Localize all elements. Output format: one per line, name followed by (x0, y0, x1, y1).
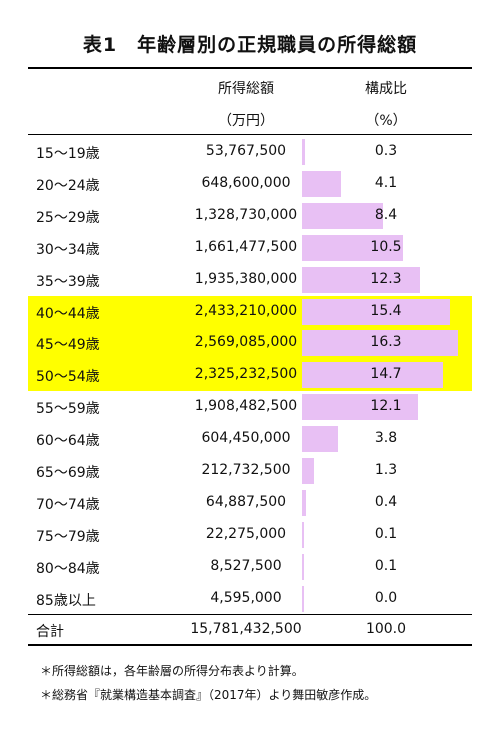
ratio-value: 1.3 (374, 462, 398, 478)
ratio-value: 12.1 (370, 398, 402, 415)
ratio-value: 0.1 (374, 525, 398, 542)
page-title: 表1 年齢層別の正規職員の所得総額 (82, 34, 418, 56)
ratio-bar (302, 426, 339, 453)
ratio-bar (302, 170, 342, 197)
ratio-bar (302, 394, 419, 421)
table-row: 50～54歳 2,325,232,500 14.7 (28, 359, 472, 392)
age-group: 35～39歳 (36, 273, 100, 290)
ratio-value: 0.0 (374, 589, 398, 606)
income-total: 1,661,477,500 (194, 238, 298, 255)
age-group: 30～34歳 (36, 241, 100, 258)
age-group: 55～59歳 (36, 401, 100, 418)
table-row: 80～84歳 8,527,500 0.1 (28, 551, 472, 583)
table-row: 70～74歳 64,887,500 0.4 (28, 487, 472, 519)
age-group: 25～29歳 (36, 209, 100, 226)
ratio-value: 10.5 (370, 238, 402, 255)
table-row: 40～44歳 2,433,210,000 15.4 (28, 295, 472, 328)
ratio-bar (302, 202, 383, 229)
age-group: 45～49歳 (36, 337, 100, 354)
ratio-value: 16.3 (370, 334, 402, 351)
total-rule (28, 614, 472, 615)
income-total: 8,527,500 (210, 557, 282, 574)
ratio-bar (302, 298, 450, 325)
age-group: 50～54歳 (36, 369, 100, 386)
ratio-value: 12.3 (370, 270, 402, 287)
age-group: 75～79歳 (36, 528, 100, 545)
income-total: 22,275,000 (205, 525, 287, 542)
top-rule (28, 67, 472, 69)
total-row: 合計 15,781,432,500 100.0 (28, 614, 472, 646)
table-row: 60～64歳 604,450,000 3.8 (28, 423, 472, 455)
age-group: 15～19歳 (36, 146, 100, 162)
ratio-bar (302, 139, 305, 165)
total-ratio: 100.0 (365, 621, 407, 637)
header-amount-unit: （万円） (218, 113, 274, 129)
age-group: 85歳以上 (36, 592, 96, 609)
footnote-calc: ＊所得総額は，各年齢層の所得分布表より計算。 (40, 664, 304, 678)
ratio-bar (302, 234, 403, 261)
table-row: 75～79歳 22,275,000 0.1 (28, 519, 472, 551)
ratio-value: 0.3 (374, 143, 398, 159)
table-row: 30～34歳 1,661,477,500 10.5 (28, 232, 472, 264)
income-total: 1,908,482,500 (194, 398, 298, 415)
ratio-bar (302, 458, 315, 484)
income-total: 64,887,500 (205, 493, 287, 510)
ratio-bar (302, 553, 304, 580)
income-total: 1,328,730,000 (194, 206, 298, 223)
income-total: 4,595,000 (210, 589, 282, 606)
ratio-bar (302, 330, 459, 357)
header-ratio-unit: （%） (365, 113, 407, 129)
ratio-value: 8.4 (374, 206, 398, 223)
table-row: 65～69歳 212,732,500 1.3 (28, 455, 472, 487)
income-total: 648,600,000 (201, 174, 291, 191)
age-group: 20～24歳 (36, 177, 100, 194)
age-group: 65～69歳 (36, 465, 100, 481)
footnote-source: ＊総務省『就業構造基本調査』（2017年）より舞田敏彦作成。 (40, 688, 377, 702)
income-total: 604,450,000 (201, 430, 291, 447)
total-amount: 15,781,432,500 (190, 621, 302, 637)
age-group: 40～44歳 (36, 305, 100, 322)
income-total: 53,767,500 (205, 143, 287, 159)
table-row: 85歳以上 4,595,000 0.0 (28, 583, 472, 615)
ratio-value: 3.8 (374, 430, 398, 447)
table-row: 20～24歳 648,600,000 4.1 (28, 168, 472, 200)
income-total: 1,935,380,000 (194, 270, 298, 287)
ratio-value: 15.4 (370, 302, 402, 319)
header-amount-label: 所得総額 (218, 81, 274, 97)
table-row: 25～29歳 1,328,730,000 8.4 (28, 200, 472, 232)
ratio-bar (302, 362, 444, 389)
bottom-rule (28, 644, 472, 646)
table-row: 35～39歳 1,935,380,000 12.3 (28, 264, 472, 296)
ratio-bar (302, 266, 421, 293)
age-group: 80～84歳 (36, 560, 100, 577)
income-total: 2,569,085,000 (194, 334, 298, 351)
ratio-bar (302, 585, 304, 612)
ratio-value: 0.1 (374, 557, 398, 574)
ratio-value: 0.4 (374, 493, 398, 510)
header-rule (28, 134, 472, 135)
ratio-value: 14.7 (370, 366, 402, 383)
income-total: 2,433,210,000 (194, 302, 298, 319)
ratio-bar (302, 521, 304, 548)
table-row: 15～19歳 53,767,500 0.3 (28, 136, 472, 168)
ratio-value: 4.1 (374, 174, 398, 191)
income-total: 2,325,232,500 (194, 366, 298, 383)
header-ratio-label: 構成比 (365, 81, 407, 97)
table-row: 45～49歳 2,569,085,000 16.3 (28, 327, 472, 360)
total-label: 合計 (36, 624, 64, 640)
table-row: 55～59歳 1,908,482,500 12.1 (28, 391, 472, 423)
age-group: 70～74歳 (36, 496, 100, 513)
income-total: 212,732,500 (201, 462, 291, 478)
age-group: 60～64歳 (36, 433, 100, 450)
ratio-bar (302, 489, 306, 516)
